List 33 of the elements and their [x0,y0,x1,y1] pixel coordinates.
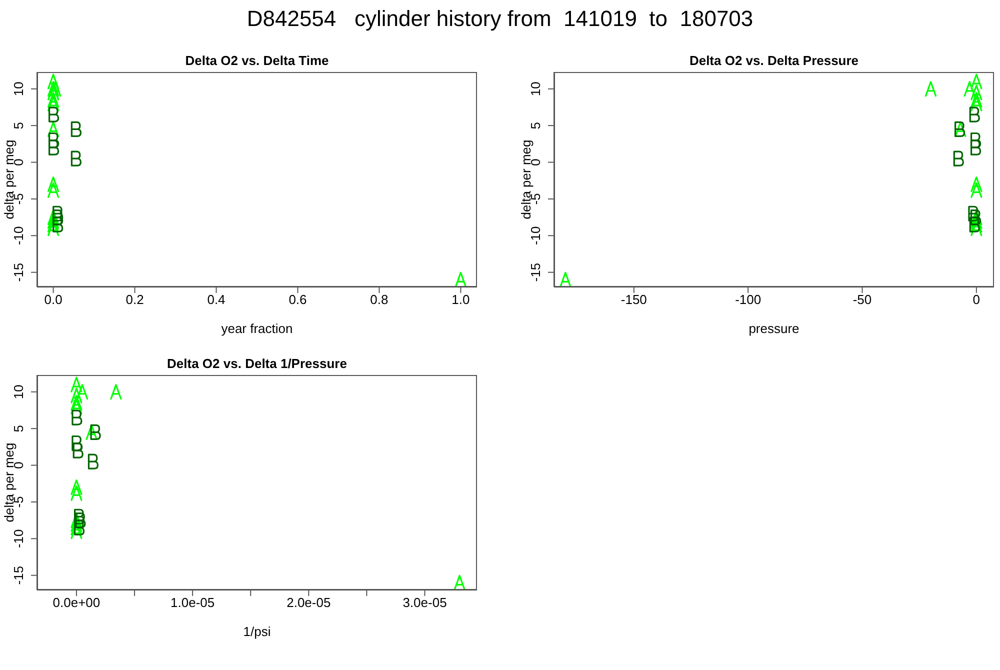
chart-title: Delta O2 vs. Delta Time [184,53,330,68]
y-tick-label: -15 [11,262,26,282]
x-tick-label: -100 [735,292,762,308]
y-tick-label: 5 [11,122,26,130]
x-tick-label: 0.6 [288,292,307,308]
x-axis-title: pressure [748,321,800,336]
x-tick-label: 2.0e-05 [286,595,331,610]
y-tick-label: 10 [11,82,26,96]
y-tick-label: -10 [11,226,26,246]
x-tick-label: 3.0e-05 [402,595,447,610]
y-tick-label: -10 [528,226,543,246]
y-tick-label: 5 [528,122,543,130]
y-tick-label: 5 [11,424,26,432]
y-tick-label: 10 [528,82,543,96]
y-tick-label: 10 [11,384,26,400]
x-tick-label: 0.0 [44,292,62,308]
x-tick-label: -150 [620,292,647,308]
x-tick-label: 0.4 [207,292,226,308]
x-tick-label: 0.0e+00 [52,595,100,610]
y-tick-label: -15 [11,566,26,585]
y-tick-label: -15 [528,262,543,282]
x-tick-label: 1.0 [452,292,470,308]
x-tick-label: 0.2 [126,292,144,308]
x-tick-label: 0.8 [370,292,388,308]
x-tick-label: -50 [852,292,872,308]
x-tick-label: 1.0e-05 [170,595,215,610]
x-tick-label: 0 [972,292,980,308]
chart-title: Delta O2 vs. Delta 1/Pressure [166,356,348,371]
x-axis-title: year fraction [221,321,293,336]
chart-title: Delta O2 vs. Delta Pressure [688,53,860,68]
x-axis-title: 1/psi [243,624,271,639]
text: D842554 cylinder history from 141019 to 180703 [246,6,754,32]
y-tick-label: -10 [11,529,26,548]
